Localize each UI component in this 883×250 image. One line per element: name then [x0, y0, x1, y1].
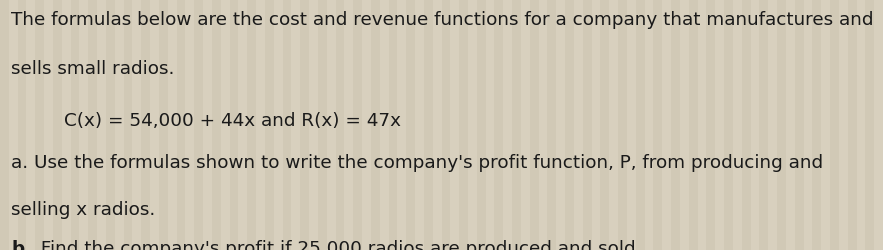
Text: b.: b.: [11, 239, 32, 250]
Bar: [230, 0, 238, 250]
Text: sells small radios.: sells small radios.: [11, 60, 175, 78]
Text: C(x) = 54,000 + 44x and R(x) = 47x: C(x) = 54,000 + 44x and R(x) = 47x: [64, 111, 401, 129]
Bar: [141, 0, 150, 250]
Bar: [0, 0, 9, 250]
Bar: [71, 0, 79, 250]
Bar: [35, 0, 44, 250]
Bar: [318, 0, 327, 250]
Bar: [759, 0, 768, 250]
Bar: [689, 0, 698, 250]
Bar: [406, 0, 415, 250]
Bar: [865, 0, 874, 250]
Bar: [106, 0, 115, 250]
Bar: [636, 0, 645, 250]
Bar: [724, 0, 733, 250]
Bar: [300, 0, 309, 250]
Text: The formulas below are the cost and revenue functions for a company that manufac: The formulas below are the cost and reve…: [11, 11, 874, 29]
Bar: [247, 0, 256, 250]
Bar: [53, 0, 62, 250]
Bar: [353, 0, 362, 250]
Bar: [830, 0, 839, 250]
Bar: [795, 0, 804, 250]
Bar: [194, 0, 203, 250]
Text: Find the company's profit if 25,000 radios are produced and sold.: Find the company's profit if 25,000 radi…: [35, 239, 642, 250]
Bar: [177, 0, 185, 250]
Bar: [283, 0, 291, 250]
Bar: [812, 0, 821, 250]
Bar: [618, 0, 627, 250]
Bar: [547, 0, 556, 250]
Text: selling x radios.: selling x radios.: [11, 200, 155, 218]
Bar: [88, 0, 97, 250]
Bar: [389, 0, 397, 250]
Bar: [848, 0, 857, 250]
Bar: [424, 0, 433, 250]
Bar: [124, 0, 132, 250]
Bar: [159, 0, 168, 250]
Bar: [371, 0, 380, 250]
Text: a. Use the formulas shown to write the company's profit function, P, from produc: a. Use the formulas shown to write the c…: [11, 154, 824, 172]
Bar: [565, 0, 574, 250]
Bar: [583, 0, 592, 250]
Bar: [336, 0, 344, 250]
Bar: [742, 0, 751, 250]
Bar: [530, 0, 539, 250]
Bar: [653, 0, 662, 250]
Bar: [706, 0, 715, 250]
Bar: [671, 0, 680, 250]
Bar: [459, 0, 468, 250]
Bar: [442, 0, 450, 250]
Bar: [512, 0, 521, 250]
Bar: [265, 0, 274, 250]
Bar: [777, 0, 786, 250]
Bar: [600, 0, 609, 250]
Bar: [477, 0, 486, 250]
Bar: [18, 0, 26, 250]
Bar: [494, 0, 503, 250]
Bar: [212, 0, 221, 250]
